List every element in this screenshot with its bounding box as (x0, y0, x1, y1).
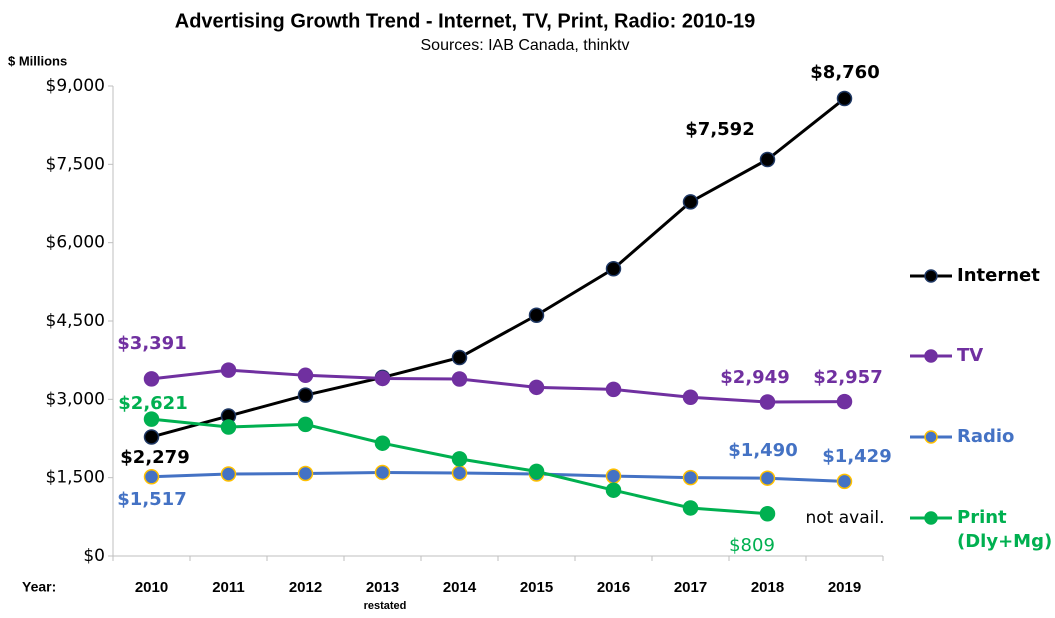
marker (297, 387, 314, 403)
marker (451, 371, 468, 387)
marker (374, 435, 391, 451)
legend-marker (924, 349, 938, 363)
marker (451, 451, 468, 467)
legend-label: Radio (957, 426, 1015, 447)
marker (605, 468, 622, 484)
marker (836, 90, 853, 107)
annotation: restated (364, 600, 407, 612)
x-axis-label: Year: (22, 579, 56, 595)
marker (374, 464, 391, 481)
marker (143, 411, 160, 427)
marker (528, 307, 545, 324)
annotation: not avail. (806, 508, 885, 528)
marker (759, 470, 776, 486)
x-tick-label: 2011 (212, 579, 245, 596)
marker (682, 194, 699, 210)
marker (451, 349, 468, 366)
marker (759, 394, 776, 410)
x-tick-label: 2018 (751, 579, 784, 596)
marker (220, 419, 237, 435)
data-label: $3,391 (117, 333, 186, 354)
marker (682, 469, 699, 486)
marker (297, 416, 314, 433)
y-tick-label: $9,000 (46, 76, 105, 96)
marker (143, 371, 160, 387)
marker (682, 500, 699, 516)
y-tick-label: $4,500 (46, 311, 105, 331)
series-line (151, 470, 845, 483)
marker (143, 469, 160, 485)
chart-title: Advertising Growth Trend - Internet, TV,… (175, 10, 755, 32)
x-tick-label: 2017 (674, 579, 707, 596)
data-label: $7,592 (685, 119, 754, 140)
marker (220, 466, 237, 482)
x-tick-label: 2012 (289, 579, 322, 596)
data-label: $2,957 (813, 367, 882, 388)
marker (836, 393, 853, 410)
y-tick-label: $3,000 (46, 389, 105, 409)
x-tick-label: 2010 (135, 579, 168, 596)
legend-marker (924, 430, 938, 444)
marker (605, 482, 622, 498)
x-tick-label: 2015 (520, 579, 553, 596)
legend-label: TV (957, 345, 984, 366)
y-tick-label: $6,000 (46, 233, 105, 253)
y-tick-label: $1,500 (46, 468, 105, 488)
marker (528, 463, 545, 480)
data-label: $8,760 (810, 62, 879, 83)
data-label: $2,279 (120, 447, 189, 468)
marker (682, 389, 699, 405)
y-axis-label: $ Millions (8, 53, 67, 68)
legend-marker (924, 511, 938, 525)
legend-label: Print (Dly+Mg) (957, 507, 1053, 552)
legend-label: Internet (957, 265, 1040, 286)
marker (605, 261, 622, 277)
legend-marker (924, 269, 938, 283)
series-line (151, 97, 846, 439)
marker (297, 367, 314, 384)
marker (220, 362, 237, 378)
marker (605, 381, 622, 398)
chart-subtitle: Sources: IAB Canada, thinktv (421, 37, 630, 54)
marker (759, 151, 776, 168)
marker (374, 370, 391, 387)
x-tick-label: 2016 (597, 579, 630, 596)
data-label: $2,621 (118, 393, 187, 414)
marker (759, 506, 776, 522)
data-label: $1,490 (728, 440, 797, 461)
marker (143, 429, 160, 445)
x-tick-label: 2013 (366, 579, 399, 596)
x-tick-label: 2019 (828, 579, 861, 596)
y-tick-label: $0 (83, 546, 105, 566)
marker (528, 379, 545, 396)
marker (451, 465, 468, 481)
y-tick-label: $7,500 (46, 154, 105, 174)
series-line (151, 368, 845, 404)
marker (297, 465, 314, 482)
data-label: $809 (729, 535, 775, 556)
data-label: $2,949 (720, 367, 789, 388)
x-tick-label: 2014 (443, 579, 477, 596)
data-label: $1,517 (117, 489, 186, 510)
marker (836, 473, 853, 490)
data-label: $1,429 (822, 446, 891, 467)
